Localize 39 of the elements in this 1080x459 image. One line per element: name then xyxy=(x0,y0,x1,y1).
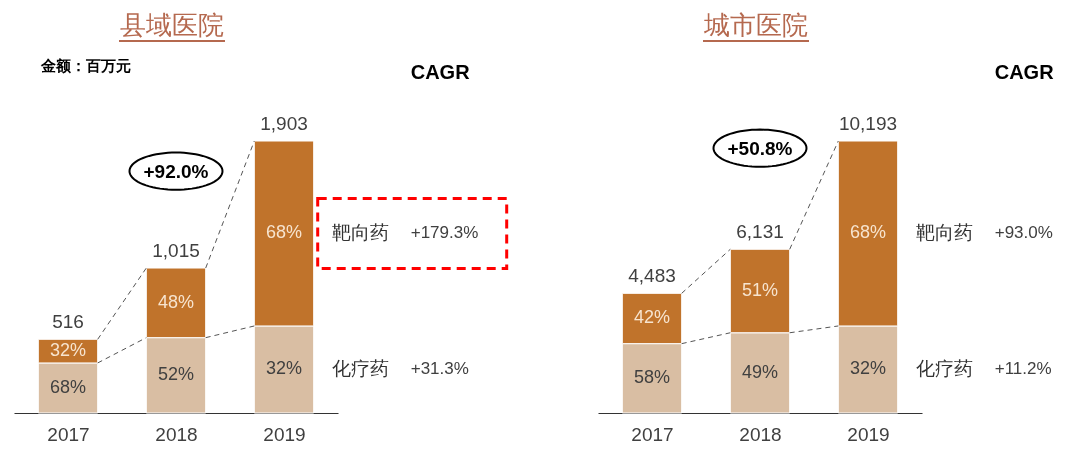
annotation: 68% xyxy=(49,376,87,397)
annotation: 32% xyxy=(265,358,303,379)
annotation: 68% xyxy=(849,222,887,243)
chart-title: 城市医院 xyxy=(703,10,808,40)
annotation: 516 xyxy=(52,311,84,333)
annotation: 68% xyxy=(265,222,303,243)
text: 1,903 xyxy=(260,113,308,134)
annotation: 32% xyxy=(49,340,87,361)
x-tick-label: 2019 xyxy=(263,423,306,445)
annotation: +50.8% xyxy=(727,138,793,160)
annotation: 58% xyxy=(633,367,671,388)
annotation: 1,015 xyxy=(152,240,200,262)
text: +93.0% xyxy=(994,223,1053,243)
text: 10,193 xyxy=(838,113,898,134)
x-tick-label: 2017 xyxy=(47,423,90,445)
annotation: 49% xyxy=(741,361,779,382)
x-tick-label: 2018 xyxy=(739,423,782,445)
annotation: 6,131 xyxy=(736,221,784,243)
chart-title: 县域医院 xyxy=(120,10,224,40)
annotation: 52% xyxy=(157,364,195,385)
annotation: 42% xyxy=(633,307,671,328)
x-tick-label: 2019 xyxy=(847,423,890,445)
text: +31.3% xyxy=(410,359,469,379)
x-tick-label: 2018 xyxy=(155,423,198,445)
series-label: 化疗药 xyxy=(331,358,389,380)
annotation: 51% xyxy=(741,280,779,301)
series-label: 靶向药 xyxy=(331,222,389,244)
annotation: +92.0% xyxy=(143,161,209,183)
series-label: 化疗药 xyxy=(915,358,973,380)
text: CAGR xyxy=(994,61,1055,83)
text: +11.2% xyxy=(994,359,1052,379)
annotation: 48% xyxy=(157,291,195,312)
series-label: 靶向药 xyxy=(915,222,973,244)
text: CAGR xyxy=(410,61,471,83)
y-axis-title: 金额：百万元 xyxy=(40,57,131,74)
annotation: 4,483 xyxy=(628,265,676,287)
annotation: 32% xyxy=(849,358,887,379)
x-tick-label: 2017 xyxy=(631,423,674,445)
text: +179.3% xyxy=(410,223,479,243)
